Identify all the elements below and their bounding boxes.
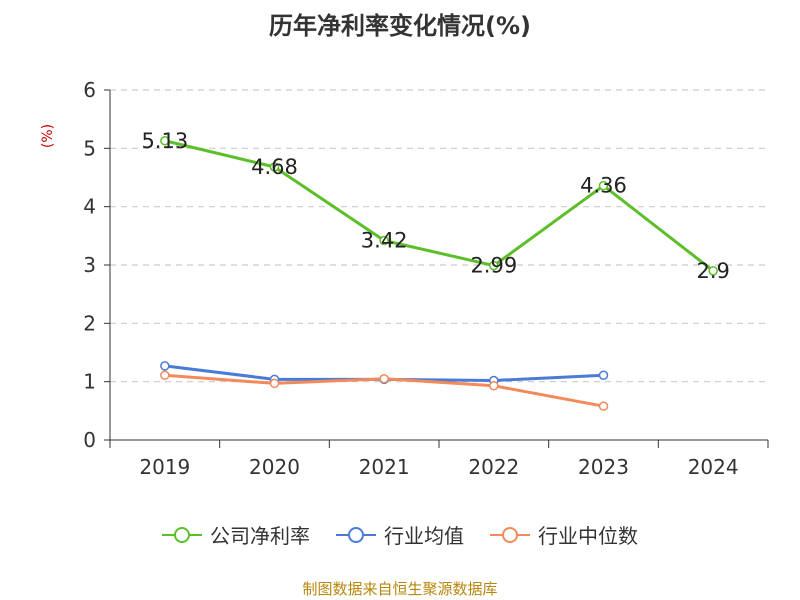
x-tick-label-2024: 2024 <box>688 455 739 479</box>
legend-item-company[interactable]: 公司净利率 <box>162 520 310 549</box>
x-tick-label-2020: 2020 <box>249 455 300 479</box>
data-label-0-2023: 4.36 <box>580 174 627 198</box>
series-line-0 <box>164 139 715 273</box>
legend-label-company: 公司净利率 <box>210 524 310 548</box>
chart-title: 历年净利率变化情况(%) <box>269 12 531 40</box>
legend-swatch-industry-median <box>490 526 530 543</box>
y-tick-label-0: 0 <box>83 428 96 452</box>
y-tick-label-6: 6 <box>83 78 96 102</box>
y-tick-label-3: 3 <box>83 253 96 277</box>
data-point-2-2019 <box>160 370 170 380</box>
x-tick-label-2023: 2023 <box>578 455 629 479</box>
data-point-2-2023 <box>598 401 609 411</box>
legend-item-industry-mean[interactable]: 行业均值 <box>336 520 464 549</box>
x-tick-label-2021: 2021 <box>359 455 410 479</box>
y-tick-label-2: 2 <box>83 311 96 335</box>
x-tick-label-2022: 2022 <box>468 455 519 479</box>
data-point-0-2024 <box>708 266 718 276</box>
legend-swatch-industry-mean <box>336 526 376 543</box>
data-point-0-2023 <box>598 180 609 191</box>
data-point-0-2020 <box>269 162 280 172</box>
legend-label-industry-median: 行业中位数 <box>538 524 638 548</box>
data-point-0-2022 <box>489 260 499 271</box>
data-point-2-2021 <box>379 374 389 384</box>
data-point-1-2019 <box>160 361 170 371</box>
data-label-0-2021: 3.42 <box>361 229 408 253</box>
source-footer: 制图数据来自恒生聚源数据库 <box>302 580 498 598</box>
y-tick-label-5: 5 <box>83 136 96 160</box>
data-label-0-2019: 5.13 <box>141 129 188 153</box>
y-tick-label-4: 4 <box>83 195 96 219</box>
legend-label-industry-mean: 行业均值 <box>384 524 464 548</box>
data-point-0-2021 <box>379 235 389 246</box>
data-point-2-2020 <box>269 378 280 389</box>
x-tick-label-2019: 2019 <box>139 455 190 479</box>
data-label-0-2020: 4.68 <box>251 155 298 179</box>
legend: 公司净利率 行业均值 行业中位数 <box>0 520 800 549</box>
legend-item-industry-median[interactable]: 行业中位数 <box>490 520 638 549</box>
data-label-0-2024: 2.9 <box>696 259 729 283</box>
data-label-0-2022: 2.99 <box>470 254 517 278</box>
data-point-1-2023 <box>598 370 609 380</box>
data-point-0-2019 <box>160 136 170 146</box>
legend-swatch-company <box>162 526 202 543</box>
y-tick-label-1: 1 <box>83 370 96 394</box>
data-point-2-2022 <box>489 381 499 391</box>
